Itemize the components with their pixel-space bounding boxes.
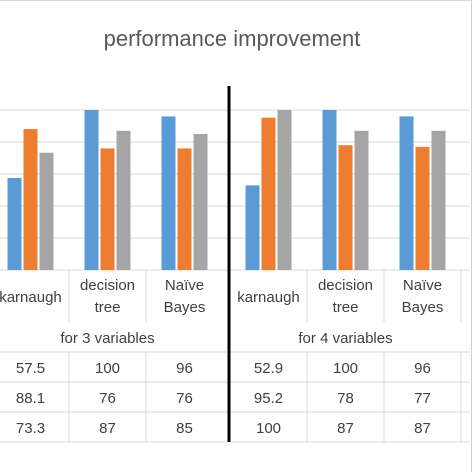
table-cell: 87 (414, 420, 431, 437)
table-cell: 95.2 (254, 390, 283, 407)
category-label: decision (318, 277, 373, 294)
bars (7, 110, 446, 271)
bar (245, 185, 260, 270)
chart-title: performance improvement (104, 26, 361, 51)
group-label: for 3 variables (60, 330, 154, 347)
table-cell: 73.3 (16, 420, 45, 437)
bar (84, 110, 99, 270)
category-label: Naïve (403, 277, 442, 294)
table-cell: 85 (176, 420, 193, 437)
bar (7, 178, 22, 270)
table-cell: 52.9 (254, 360, 283, 377)
table-cell: 76 (176, 390, 193, 407)
category-label: Bayes (402, 299, 444, 316)
table-cell: 77 (414, 390, 431, 407)
bar (116, 130, 131, 270)
bar (277, 110, 292, 270)
bar (177, 148, 192, 270)
bar (161, 116, 176, 271)
bar (100, 148, 115, 270)
data-table: karnaugh decision tree Naïve Bayes for 3 vari… (0, 86, 470, 443)
bar (39, 152, 54, 270)
table-cell: 96 (176, 360, 193, 377)
table-cell: 76 (99, 390, 116, 407)
category-label: decision (80, 277, 135, 294)
table-cell: 57.5 (16, 360, 45, 377)
category-label: karnaugh (237, 289, 300, 306)
bar (23, 129, 38, 270)
category-label: Bayes (164, 299, 206, 316)
bar (354, 130, 369, 270)
table-cell: 87 (99, 420, 116, 437)
table-cell: 100 (256, 420, 281, 437)
table-cell: 88.1 (16, 390, 45, 407)
bar (322, 110, 337, 270)
category-label: Naïve (165, 277, 204, 294)
table-cell: 87 (337, 420, 354, 437)
table-cell: 100 (333, 360, 358, 377)
gridlines (0, 109, 470, 271)
group-label: for 4 variables (298, 330, 392, 347)
bar (415, 146, 430, 270)
table-cell: 78 (337, 390, 354, 407)
bar (193, 134, 208, 270)
bar (399, 116, 414, 271)
table-cell: 96 (414, 360, 431, 377)
category-label: tree (333, 299, 359, 316)
category-label: tree (95, 299, 121, 316)
category-label: karnaugh (0, 289, 62, 306)
bar (261, 117, 276, 271)
table-cell: 100 (95, 360, 120, 377)
bar (338, 145, 353, 270)
bar (431, 130, 446, 270)
